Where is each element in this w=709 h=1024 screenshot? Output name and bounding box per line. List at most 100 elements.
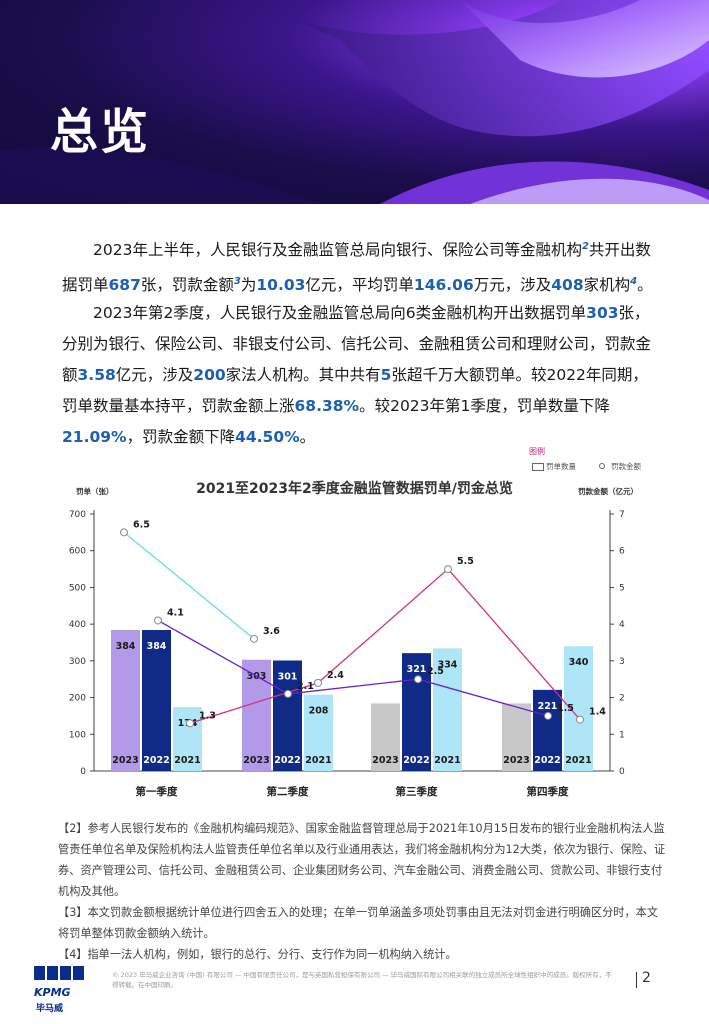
y-tick-label: 600 bbox=[69, 547, 86, 557]
chart-legend: 罚单数量 罚款金额 bbox=[529, 461, 673, 472]
fine-point-2022 bbox=[544, 711, 552, 720]
bar-value-label: 340 bbox=[569, 657, 589, 668]
combo-chart: 0 100 200 300 400 500 600 700 0 1 2 3 4 5 6 7 384 2023 384… bbox=[69, 510, 625, 798]
x-category-label: 第四季度 bbox=[527, 785, 569, 798]
fine-value-label: 2.4 bbox=[327, 670, 344, 681]
fine-point-2022 bbox=[414, 675, 422, 684]
legend-bar-label: 罚单数量 bbox=[546, 462, 576, 471]
y-tick-label: 0 bbox=[80, 767, 86, 777]
fine-value-label: 1.5 bbox=[557, 703, 574, 714]
fine-line-2022 bbox=[157, 619, 549, 717]
bar-2021-第四季度 bbox=[564, 646, 593, 771]
legend-dot-label: 罚款金额 bbox=[611, 462, 641, 471]
fine-point-2022 bbox=[154, 616, 162, 625]
fine-value-label: 1.3 bbox=[199, 710, 216, 721]
fine-value-label: 6.5 bbox=[133, 519, 150, 530]
bar-2021-第二季度 bbox=[304, 694, 333, 771]
fine-value-label: 5.5 bbox=[457, 556, 474, 567]
bar-year-label: 2022 bbox=[403, 755, 429, 766]
fine-value-label: 4.1 bbox=[167, 607, 184, 618]
page-number: 2 bbox=[642, 970, 651, 986]
bar-value-label: 221 bbox=[538, 701, 558, 712]
x-category-label: 第一季度 bbox=[136, 785, 178, 798]
fine-line-2021 bbox=[123, 531, 255, 640]
bar-2022-第一季度 bbox=[142, 630, 171, 771]
y2-tick-label: 5 bbox=[619, 583, 625, 593]
fine-line-2023 bbox=[189, 568, 581, 724]
hero-swirl-graphic bbox=[0, 0, 709, 204]
bar-value-label: 334 bbox=[438, 659, 458, 670]
x-category-label: 第三季度 bbox=[396, 785, 438, 798]
fine-point-2022 bbox=[284, 689, 292, 698]
kpmg-wordmark: KPMG bbox=[34, 986, 71, 999]
bar-value-label: 321 bbox=[407, 664, 427, 675]
fine-value-label: 3.6 bbox=[263, 626, 280, 637]
footnote-3: 【3】本文罚款金额根据统计单位进行四舍五入的处理；在单一罚单涵盖多项处罚事由且无… bbox=[58, 906, 659, 940]
y-tick-label: 100 bbox=[69, 730, 86, 740]
page-title: 总览 bbox=[50, 104, 151, 160]
intro-paragraph-2: 2023年第2季度，人民银行及金融监管总局向6类金融机构开出数据罚单303张，分… bbox=[62, 304, 652, 446]
y2-tick-label: 3 bbox=[619, 657, 625, 667]
y-tick-label: 400 bbox=[69, 620, 86, 630]
bar-year-label: 2021 bbox=[305, 755, 331, 766]
bar-year-label: 2023 bbox=[243, 755, 269, 766]
bar-year-label: 2022 bbox=[143, 755, 169, 766]
bar-2022-第四季度 bbox=[533, 689, 562, 771]
y2-tick-label: 2 bbox=[619, 694, 625, 704]
footnote-4: 【4】指单一法人机构，例如，银行的总行、分行、支行作为同一机构纳入统计。 bbox=[58, 948, 457, 961]
y-tick-label: 500 bbox=[69, 583, 86, 593]
bar-2022-第二季度 bbox=[273, 660, 302, 771]
fine-point-2021 bbox=[120, 528, 128, 537]
bar-value-label: 384 bbox=[116, 641, 136, 652]
legend-title: 图例 bbox=[529, 447, 545, 456]
y2-tick-label: 1 bbox=[619, 730, 625, 740]
bar-2023-第三季度 bbox=[371, 703, 400, 771]
chart-title: 2021至2023年2季度金融监管数据罚单/罚金总览 bbox=[196, 481, 513, 497]
y-tick-label: 200 bbox=[69, 694, 86, 704]
y2-axis-label: 罚款金额（亿元） bbox=[578, 487, 638, 496]
y-tick-label: 300 bbox=[69, 657, 86, 667]
bar-year-label: 2022 bbox=[534, 755, 560, 766]
legend-dot-swatch bbox=[599, 463, 605, 469]
y2-tick-label: 7 bbox=[619, 510, 625, 520]
fine-value-label: 1.4 bbox=[589, 707, 606, 718]
copyright-text: © 2023 毕马威企业咨询 (中国) 有限公司 — 中国有限责任公司，是与英国… bbox=[112, 971, 612, 989]
bar-2023-第一季度 bbox=[111, 630, 140, 771]
kpmg-logo-icon bbox=[34, 966, 84, 980]
legend-bar-swatch bbox=[532, 463, 544, 471]
fine-point-2023 bbox=[314, 678, 322, 687]
bar-year-label: 2023 bbox=[503, 755, 529, 766]
bar-2023-第二季度 bbox=[242, 659, 271, 771]
y-axis-label: 罚单（张） bbox=[76, 487, 114, 496]
bar-year-label: 2021 bbox=[565, 755, 591, 766]
bar-2021-第一季度 bbox=[173, 707, 202, 771]
x-category-label: 第二季度 bbox=[267, 785, 309, 798]
bar-year-label: 2022 bbox=[274, 755, 300, 766]
bar-year-label: 2021 bbox=[434, 755, 460, 766]
y2-tick-label: 6 bbox=[619, 547, 625, 557]
bar-value-label: 384 bbox=[147, 641, 167, 652]
intro-paragraph-1: 2023年上半年，人民银行及金融监管总局向银行、保险公司等金融机构2共开出数据罚… bbox=[62, 241, 653, 295]
bar-2022-第三季度 bbox=[402, 653, 431, 771]
footnotes: 【2】参考人民银行发布的《金融机构编码规范》、国家金融监督管理总局于2021年1… bbox=[58, 818, 668, 965]
bar-2023-第四季度 bbox=[502, 703, 531, 771]
fine-point-2021 bbox=[250, 634, 258, 643]
fine-value-label: 2.5 bbox=[427, 666, 444, 677]
hero-banner: 总览 bbox=[0, 0, 709, 204]
bar-year-label: 2021 bbox=[174, 755, 200, 766]
fine-point-2023 bbox=[576, 715, 584, 724]
y2-tick-label: 4 bbox=[619, 620, 625, 630]
bar-year-label: 2023 bbox=[372, 755, 398, 766]
y-tick-label: 700 bbox=[69, 510, 86, 520]
bar-value-label: 208 bbox=[309, 706, 329, 717]
footnote-2: 【2】参考人民银行发布的《金融机构编码规范》、国家金融监督管理总局于2021年1… bbox=[58, 822, 666, 898]
fine-point-2023 bbox=[444, 565, 452, 574]
fine-value-label: 2.1 bbox=[297, 681, 314, 692]
page-number-divider bbox=[636, 972, 637, 988]
bar-2021-第三季度 bbox=[433, 648, 462, 771]
bar-year-label: 2023 bbox=[112, 755, 138, 766]
y2-tick-label: 0 bbox=[619, 767, 625, 777]
brand-name-cn: 毕马威 bbox=[36, 1004, 64, 1014]
fine-point-2023 bbox=[186, 719, 194, 728]
bar-value-label: 301 bbox=[278, 671, 298, 682]
